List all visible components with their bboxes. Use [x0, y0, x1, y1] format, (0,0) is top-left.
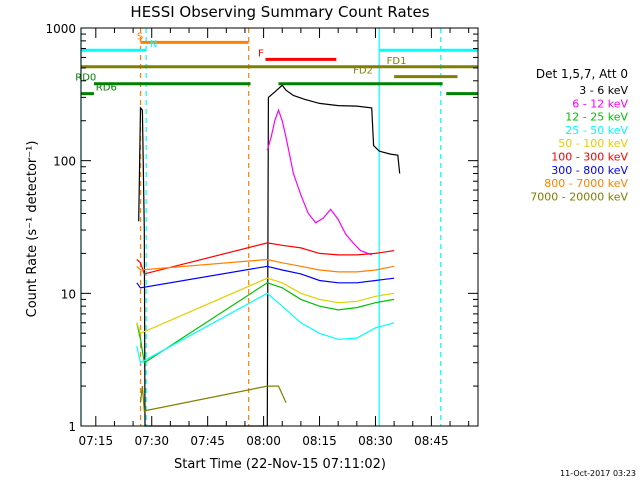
obs-bar-label-fd1: FD1: [387, 56, 407, 67]
obs-bar-label-s: S: [137, 31, 143, 42]
legend-entry: 12 - 25 keV: [565, 111, 628, 124]
y-tick-label: 1: [68, 420, 76, 434]
series-line-2: [136, 282, 395, 364]
x-tick-label: 08:45: [414, 434, 449, 448]
series-line-8: [139, 385, 287, 412]
x-tick-label: 08:00: [246, 434, 281, 448]
obs-bar-label-f: F: [258, 48, 264, 59]
legend-entry: 300 - 800 keV: [551, 164, 628, 177]
legend-entry: 800 - 7000 keV: [544, 177, 628, 190]
obs-bar-label-fd2: FD2: [353, 66, 373, 77]
x-tick-label: 07:15: [79, 434, 114, 448]
y-tick-label: 1000: [45, 22, 76, 36]
chart-title: HESSI Observing Summary Count Rates: [130, 3, 429, 21]
series-line-5: [136, 242, 395, 275]
x-axis-label: Start Time (22-Nov-15 07:11:02): [174, 457, 386, 472]
legend-entry: 25 - 50 keV: [565, 124, 628, 137]
legend-entry: 100 - 300 keV: [551, 151, 628, 164]
x-tick-label: 07:45: [190, 434, 225, 448]
x-tick-label: 08:15: [302, 434, 337, 448]
y-axis-label: Count Rate (s⁻¹ detector⁻¹): [25, 141, 40, 318]
series-line-1: [266, 108, 372, 256]
legend-entry: 6 - 12 keV: [572, 97, 628, 110]
legend-entry: 7000 - 20000 keV: [530, 190, 628, 203]
legend-title: Det 1,5,7, Att 0: [536, 67, 628, 81]
series-line-6: [136, 265, 395, 289]
obs-bar-label-rd0: RD0: [75, 73, 96, 84]
timestamp: 11-Oct-2017 03:23: [560, 469, 636, 478]
series-line-0: [138, 84, 401, 427]
x-tick-label: 07:30: [134, 434, 169, 448]
obs-bar-label-rd6: RD6: [96, 83, 117, 94]
legend-entry: 50 - 100 keV: [558, 137, 628, 150]
y-tick-label: 10: [61, 287, 76, 301]
legend-entry: 3 - 6 keV: [579, 84, 628, 97]
series-line-4: [136, 277, 395, 335]
y-tick-label: 100: [53, 155, 76, 169]
obs-bar-label-n: N: [150, 39, 157, 50]
series-line-3: [136, 292, 395, 364]
series-line-7: [136, 258, 395, 273]
x-tick-label: 08:30: [358, 434, 393, 448]
plot-frame: [80, 27, 479, 427]
